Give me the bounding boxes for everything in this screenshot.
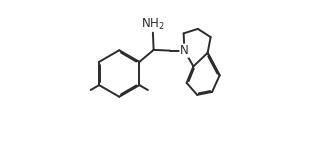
Text: N: N bbox=[180, 44, 189, 57]
Text: NH$_2$: NH$_2$ bbox=[141, 17, 165, 32]
